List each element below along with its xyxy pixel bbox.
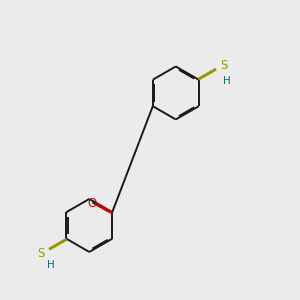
- Text: O: O: [88, 197, 97, 210]
- Text: H: H: [47, 260, 55, 270]
- Text: S: S: [221, 59, 228, 72]
- Text: H: H: [223, 76, 231, 86]
- Text: S: S: [37, 247, 44, 260]
